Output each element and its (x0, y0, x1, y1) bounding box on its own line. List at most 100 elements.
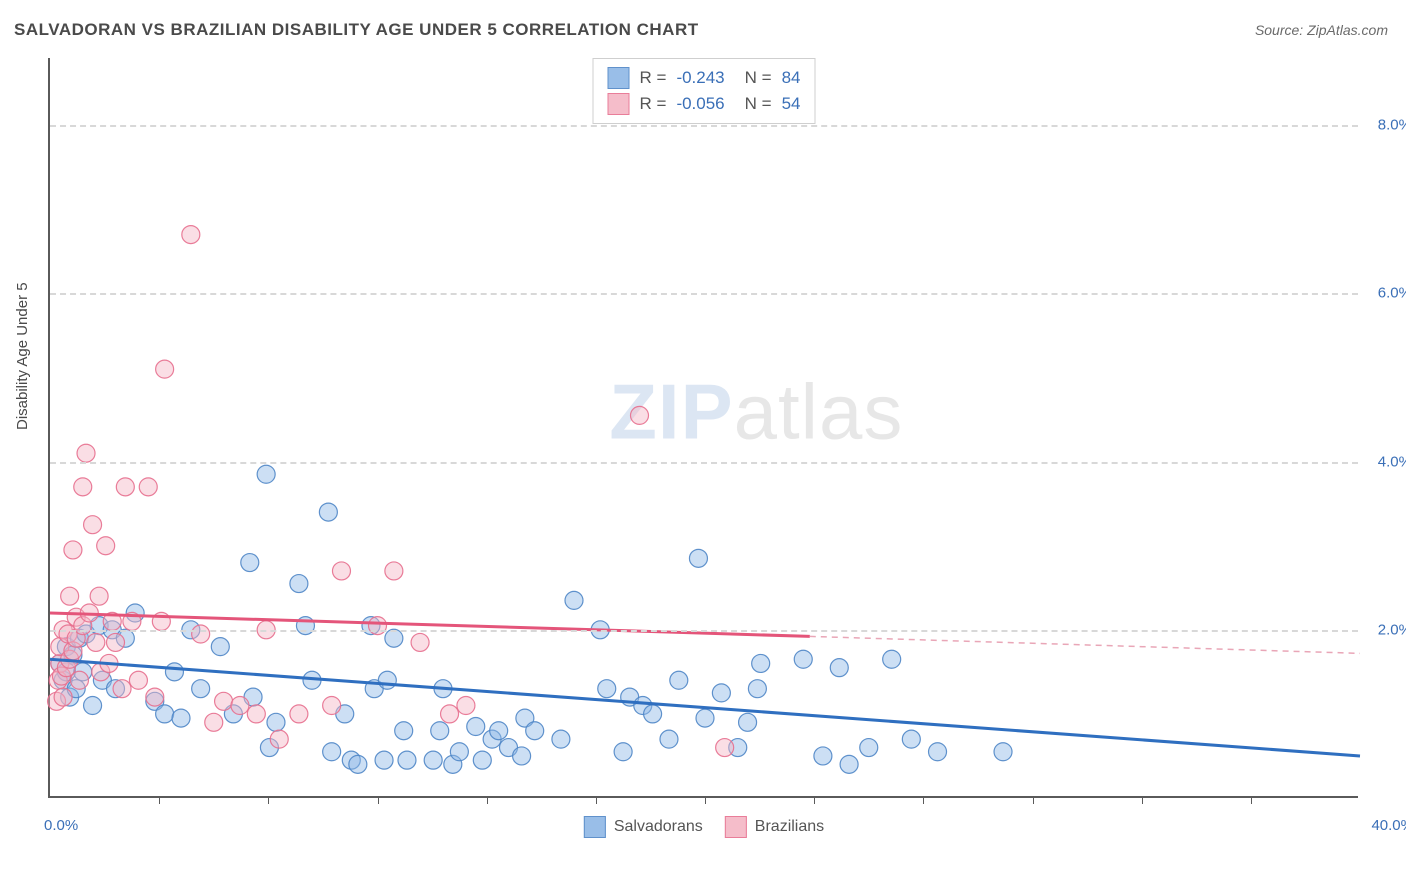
data-point (172, 709, 190, 727)
data-point (450, 743, 468, 761)
swatch-salvadorans (608, 67, 630, 89)
data-point (748, 680, 766, 698)
data-point (323, 743, 341, 761)
chart-title: SALVADORAN VS BRAZILIAN DISABILITY AGE U… (14, 20, 699, 40)
data-point (385, 629, 403, 647)
swatch-brazilians (725, 816, 747, 838)
data-point (77, 444, 95, 462)
data-point (215, 692, 233, 710)
data-point (814, 747, 832, 765)
data-point (598, 680, 616, 698)
data-point (670, 671, 688, 689)
data-point (411, 633, 429, 651)
data-point (192, 625, 210, 643)
r-label: R = (640, 91, 667, 117)
data-point (257, 465, 275, 483)
y-tick-label: 8.0% (1378, 117, 1406, 134)
data-point (467, 718, 485, 736)
data-point (90, 587, 108, 605)
legend-item-salvadorans: Salvadorans (584, 816, 703, 838)
plot-area: ZIPatlas R = -0.243 N = 84 R = -0.056 N … (48, 58, 1358, 798)
data-point (165, 663, 183, 681)
data-point (794, 650, 812, 668)
data-point (74, 478, 92, 496)
data-point (696, 709, 714, 727)
r-value-salvadorans: -0.243 (676, 65, 724, 91)
n-label: N = (745, 91, 772, 117)
data-point (614, 743, 632, 761)
data-point (97, 537, 115, 555)
series-legend: Salvadorans Brazilians (584, 816, 824, 838)
data-point (84, 697, 102, 715)
data-point (192, 680, 210, 698)
data-point (156, 705, 174, 723)
data-point (267, 713, 285, 731)
data-point (513, 747, 531, 765)
data-point (211, 638, 229, 656)
legend-row-salvadorans: R = -0.243 N = 84 (608, 65, 801, 91)
source-credit: Source: ZipAtlas.com (1255, 22, 1388, 38)
data-point (424, 751, 442, 769)
correlation-legend: R = -0.243 N = 84 R = -0.056 N = 54 (593, 58, 816, 124)
data-point (860, 739, 878, 757)
legend-item-brazilians: Brazilians (725, 816, 824, 838)
data-point (146, 688, 164, 706)
r-value-brazilians: -0.056 (676, 91, 724, 117)
data-point (457, 697, 475, 715)
data-point (270, 730, 288, 748)
data-point (398, 751, 416, 769)
data-point (54, 688, 72, 706)
source-label: Source: (1255, 22, 1303, 38)
data-point (139, 478, 157, 496)
data-point (431, 722, 449, 740)
data-point (113, 680, 131, 698)
data-point (902, 730, 920, 748)
data-point (441, 705, 459, 723)
r-label: R = (640, 65, 667, 91)
data-point (689, 549, 707, 567)
data-point (332, 562, 350, 580)
data-point (385, 562, 403, 580)
data-point (840, 755, 858, 773)
data-point (712, 684, 730, 702)
data-point (631, 406, 649, 424)
data-point (644, 705, 662, 723)
data-point (375, 751, 393, 769)
n-value-salvadorans: 84 (782, 65, 801, 91)
x-tick-label-max: 40.0% (1371, 817, 1406, 834)
swatch-brazilians (608, 93, 630, 115)
data-point (156, 360, 174, 378)
y-axis-label: Disability Age Under 5 (14, 282, 31, 430)
data-point (473, 751, 491, 769)
y-tick-label: 2.0% (1378, 621, 1406, 638)
data-point (87, 633, 105, 651)
data-point (552, 730, 570, 748)
chart-canvas (50, 58, 1358, 796)
data-point (883, 650, 901, 668)
y-tick-label: 6.0% (1378, 285, 1406, 302)
data-point (739, 713, 757, 731)
data-point (349, 755, 367, 773)
n-value-brazilians: 54 (782, 91, 801, 117)
data-point (490, 722, 508, 740)
source-name: ZipAtlas.com (1307, 22, 1388, 38)
data-point (716, 739, 734, 757)
data-point (378, 671, 396, 689)
data-point (247, 705, 265, 723)
data-point (290, 575, 308, 593)
data-point (319, 503, 337, 521)
data-point (116, 478, 134, 496)
data-point (660, 730, 678, 748)
legend-label-brazilians: Brazilians (755, 818, 824, 836)
data-point (323, 697, 341, 715)
data-point (241, 554, 259, 572)
x-tick-label-min: 0.0% (44, 817, 78, 834)
legend-label-salvadorans: Salvadorans (614, 818, 703, 836)
data-point (369, 617, 387, 635)
y-tick-label: 4.0% (1378, 453, 1406, 470)
data-point (994, 743, 1012, 761)
data-point (526, 722, 544, 740)
legend-row-brazilians: R = -0.056 N = 54 (608, 91, 801, 117)
data-point (830, 659, 848, 677)
data-point (61, 587, 79, 605)
